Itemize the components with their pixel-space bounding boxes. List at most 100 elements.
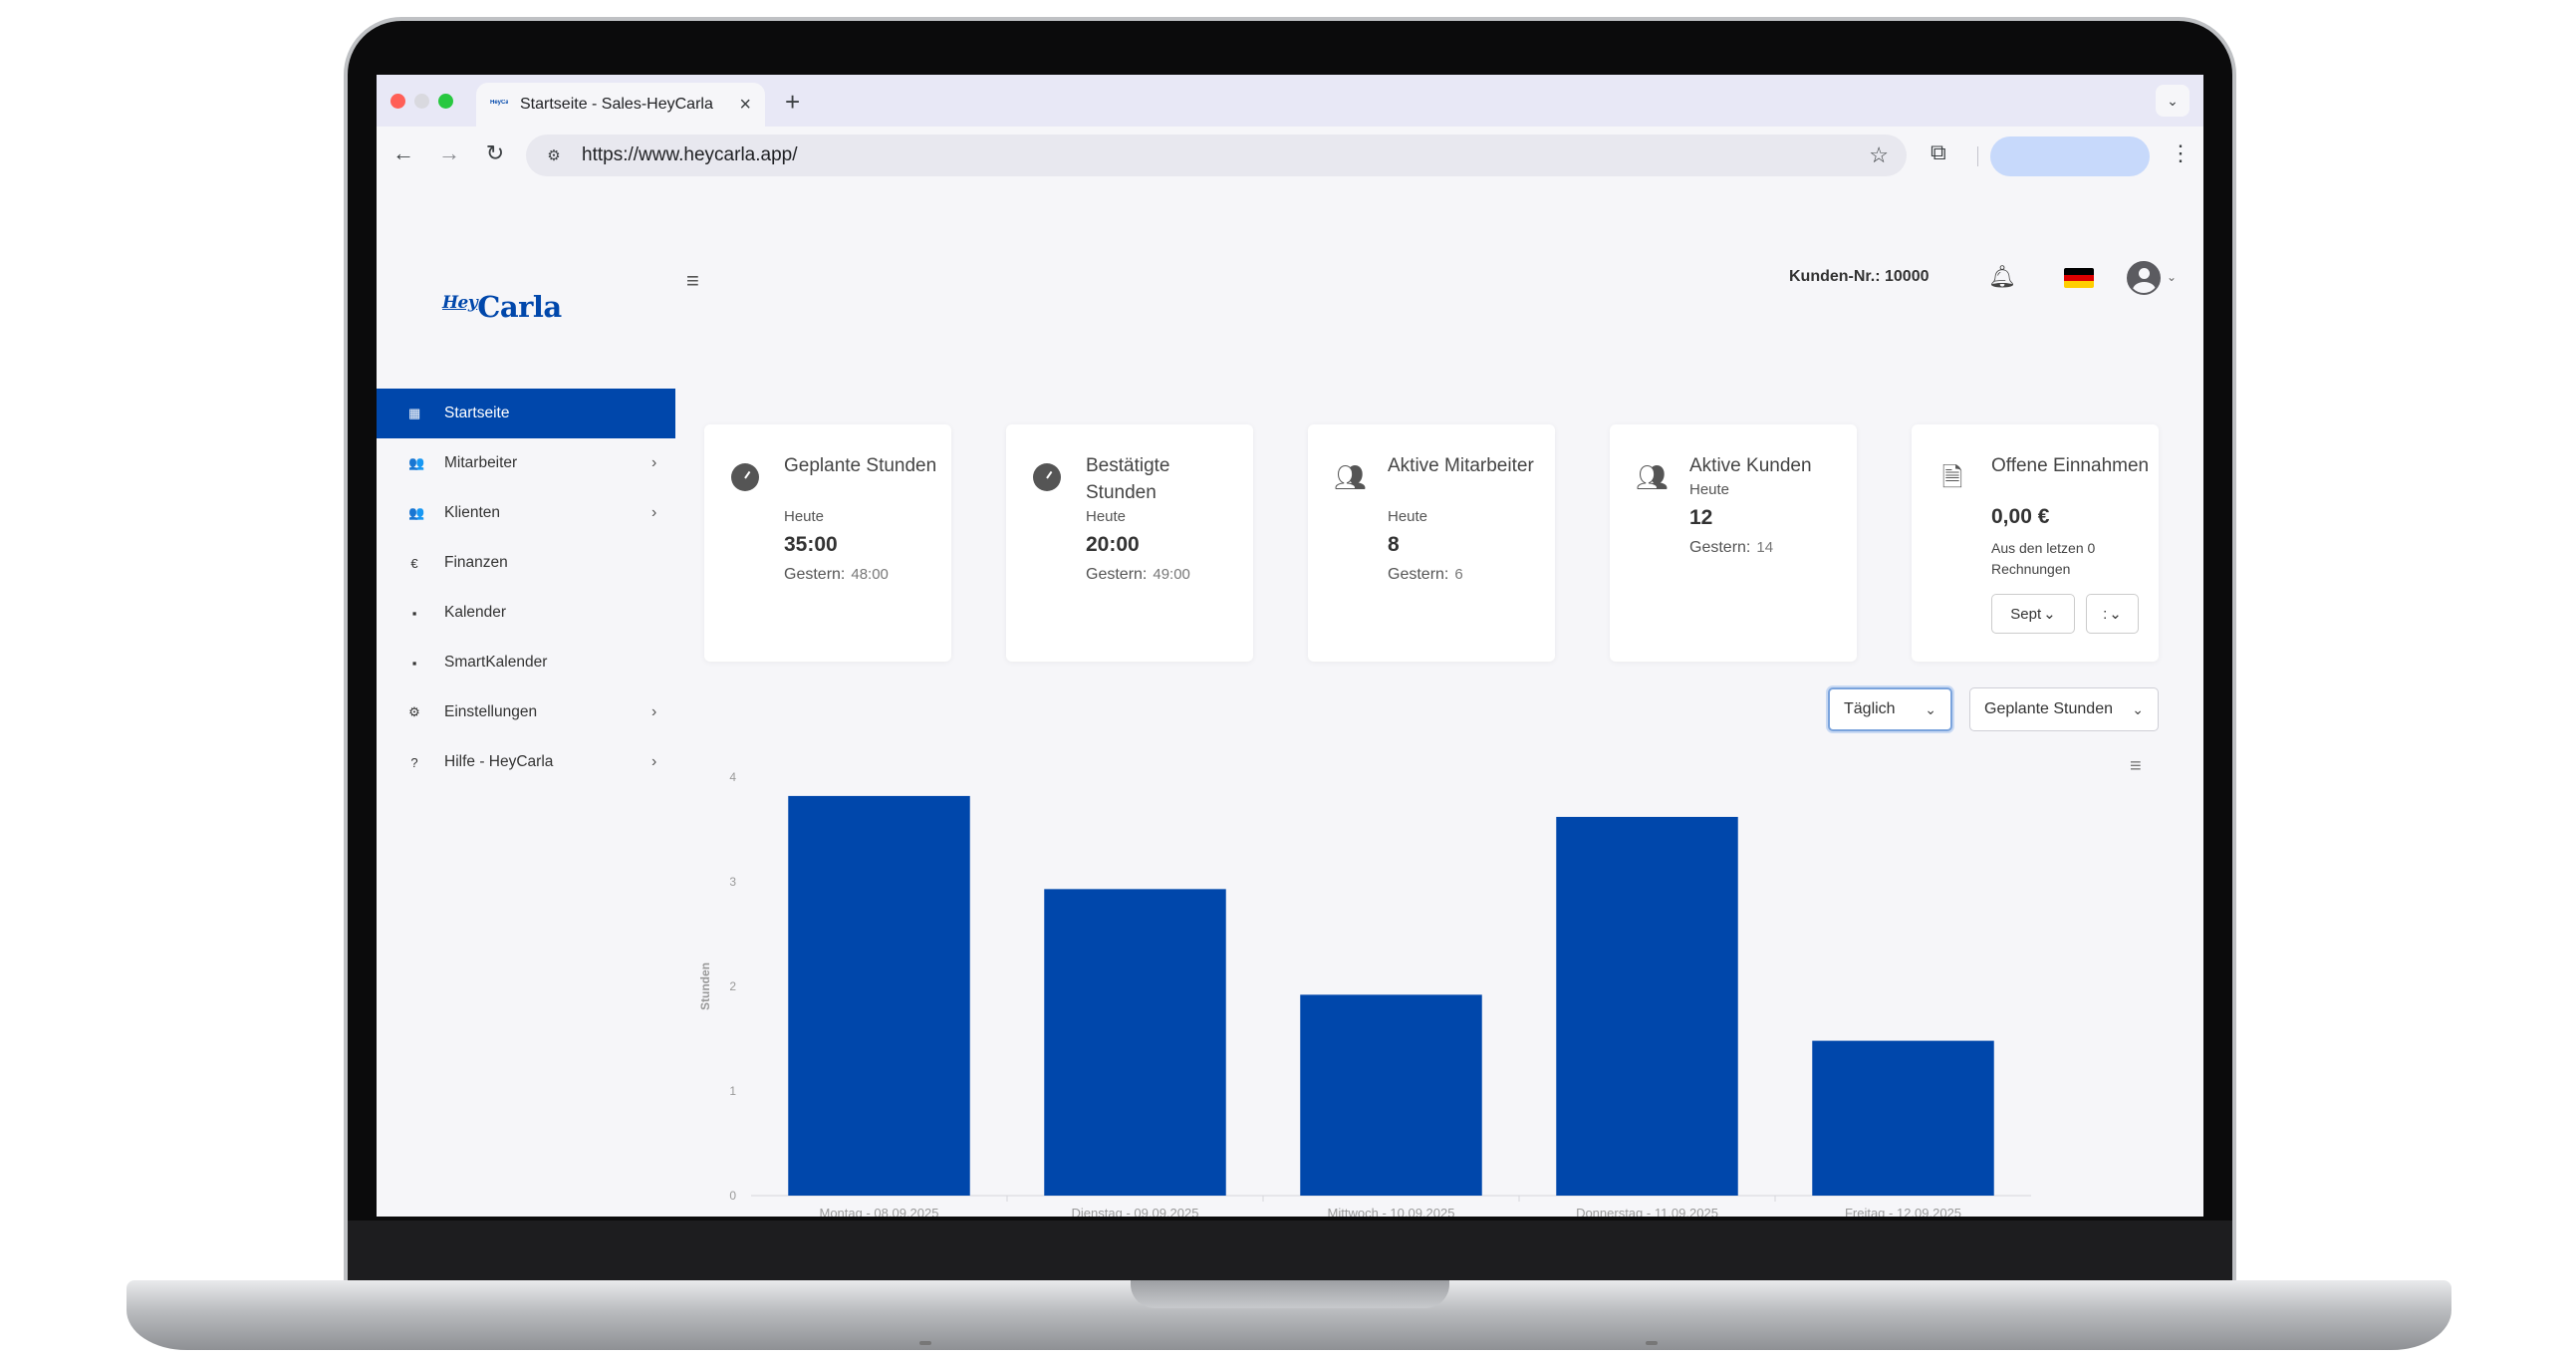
new-tab-button[interactable]: + [785, 87, 801, 117]
menu-toggle-icon[interactable]: ≡ [686, 268, 699, 293]
y-tick-label: 1 [729, 1084, 736, 1098]
sidebar-item-klienten[interactable]: 👥 Klienten › [377, 488, 675, 538]
sidebar-item-label: Hilfe - HeyCarla [444, 753, 554, 770]
tab-close-icon[interactable]: × [739, 93, 751, 116]
window-minimize-button[interactable] [414, 94, 429, 109]
chevron-down-icon: ⌄ [2167, 92, 2179, 109]
interval-select-value: Täglich [1844, 700, 1896, 717]
yesterday-label: Gestern: [1388, 566, 1449, 583]
month-select[interactable]: Sept ⌄ [1991, 594, 2075, 634]
card-subtitle: Heute [1689, 481, 1730, 498]
bar [1044, 889, 1226, 1196]
site-settings-icon[interactable]: ⚙ [547, 147, 561, 164]
card-value: 12 [1689, 506, 1713, 529]
interval-select[interactable]: Täglich ⌄ [1828, 687, 1952, 731]
yesterday-label: Gestern: [784, 566, 846, 583]
browser-toolbar: ← → ↻ ⚙ https://www.heycarla.app/ ☆ ⧉ ⋮ [377, 127, 2203, 184]
document-icon: 🗎 [1941, 462, 1963, 492]
sidebar-item-finanzen[interactable]: € Finanzen [377, 538, 675, 588]
laptop-bezel [348, 1221, 2232, 1288]
card-confirmed-hours: Bestätigte Stunden Heute 20:00 Gestern: 4… [1006, 424, 1253, 662]
browser-tabbar: HeyCarla Startseite - Sales-HeyCarla × +… [377, 75, 2203, 127]
laptop-foot [919, 1341, 931, 1345]
sidebar-item-label: SmartKalender [444, 654, 548, 671]
card-title: Bestätigte Stunden [1086, 455, 1170, 503]
sidebar-item-startseite[interactable]: ▦ Startseite [377, 389, 675, 438]
sidebar-item-label: Finanzen [444, 554, 508, 571]
chevron-down-icon: ⌄ [1925, 700, 1936, 717]
extensions-icon[interactable]: ⧉ [1931, 139, 1946, 164]
year-select-value: : [2103, 605, 2108, 623]
sidebar-item-kalender[interactable]: ▪ Kalender [377, 588, 675, 638]
flag-stripe [2064, 281, 2094, 288]
card-yesterday: Gestern: 48:00 [784, 566, 889, 584]
tab-search-button[interactable]: ⌄ [2156, 85, 2190, 117]
card-subtitle: Heute [1086, 508, 1127, 525]
chevron-down-icon: ⌄ [2043, 606, 2056, 623]
url-text[interactable]: https://www.heycarla.app/ [582, 144, 798, 165]
chevron-right-icon: › [651, 703, 657, 720]
flag-stripe [2064, 274, 2094, 282]
calendar-icon: ▪ [411, 605, 417, 621]
card-title: Offene Einnahmen [1991, 455, 2150, 476]
user-avatar[interactable] [2127, 261, 2161, 295]
profile-button[interactable] [1990, 136, 2150, 176]
y-tick-label: 4 [729, 770, 736, 784]
sidebar-item-label: Startseite [444, 405, 510, 421]
window-zoom-button[interactable] [438, 94, 453, 109]
sidebar-item-einstellungen[interactable]: ⚙ Einstellungen › [377, 687, 675, 737]
sidebar-item-smartkalender[interactable]: ▪ SmartKalender [377, 638, 675, 687]
user-group-icon: 👥 [408, 505, 425, 520]
sidebar-item-mitarbeiter[interactable]: 👥 Mitarbeiter › [377, 438, 675, 488]
back-button[interactable]: ← [392, 140, 414, 165]
chevron-down-icon: ⌄ [2109, 606, 2122, 623]
help-icon: ? [410, 754, 418, 770]
screen: HeyCarla Startseite - Sales-HeyCarla × +… [377, 75, 2203, 1217]
year-select[interactable]: : ⌄ [2086, 594, 2139, 634]
bar [1812, 1040, 1994, 1196]
forward-button[interactable]: → [438, 140, 460, 165]
bar-chart: 0 1 2 3 4 Stunden Montag - 08.09.2025 Dienstag … [691, 767, 2066, 1217]
reload-button[interactable]: ↻ [485, 140, 505, 165]
browser-menu-icon[interactable]: ⋮ [2170, 140, 2191, 165]
users-icon: 👥 [408, 455, 425, 470]
bookmark-star-icon[interactable]: ☆ [1869, 142, 1889, 167]
x-tick-label: Mittwoch - 10.09.2025 [1328, 1206, 1455, 1217]
euro-icon: € [410, 555, 418, 571]
card-title: Aktive Kunden [1689, 455, 1812, 476]
laptop-foot [1646, 1341, 1658, 1345]
metric-select[interactable]: Geplante Stunden ⌄ [1969, 687, 2159, 731]
favicon-icon: HeyCarla [490, 100, 508, 106]
y-tick-label: 3 [729, 875, 736, 889]
language-flag-icon[interactable] [2064, 268, 2094, 288]
card-open-revenue: 🗎 Offene Einnahmen 0,00 € Aus den letzen… [1912, 424, 2159, 662]
yesterday-label: Gestern: [1689, 539, 1751, 556]
card-value: 8 [1388, 533, 1400, 556]
user-group-icon: 👥︎ [1636, 462, 1670, 492]
heycarla-logo[interactable]: HeyCarla [442, 290, 562, 324]
y-tick-label: 0 [729, 1189, 736, 1203]
card-value: 20:00 [1086, 533, 1140, 556]
card-yesterday: Gestern: 14 [1689, 539, 1773, 557]
x-tick-label: Dienstag - 09.09.2025 [1072, 1206, 1199, 1217]
calendar-icon: ▪ [411, 655, 417, 671]
chart-svg: 0 1 2 3 4 Stunden Montag - 08.09.2025 Dienstag … [698, 770, 2031, 1217]
notification-bell-icon[interactable]: 🔔︎ [1988, 264, 2016, 289]
chart-menu-icon[interactable]: ≡ [2130, 755, 2142, 777]
chevron-right-icon: › [651, 504, 657, 521]
address-bar[interactable]: ⚙ https://www.heycarla.app/ ☆ [526, 135, 1907, 176]
window-close-button[interactable] [390, 94, 405, 109]
yesterday-value: 14 [1756, 539, 1774, 556]
card-yesterday: Gestern: 49:00 [1086, 566, 1190, 584]
users-icon: 👥︎ [1334, 462, 1368, 492]
browser-tab[interactable]: HeyCarla Startseite - Sales-HeyCarla × [476, 83, 765, 127]
tab-title: Startseite - Sales-HeyCarla [520, 96, 713, 113]
app: HeyCarla ≡ Kunden-Nr.: 10000 🔔︎ ⌄ ▦ Start… [377, 184, 2203, 1217]
logo-carla: Carla [477, 290, 562, 324]
chevron-down-icon[interactable]: ⌄ [2167, 270, 2178, 284]
chevron-right-icon: › [651, 753, 657, 770]
yesterday-value: 49:00 [1153, 566, 1190, 583]
sidebar-item-hilfe-heycarla[interactable]: ? Hilfe - HeyCarla › [377, 737, 675, 787]
x-tick-label: Montag - 08.09.2025 [820, 1206, 939, 1217]
logo-hey: Hey [442, 293, 478, 313]
